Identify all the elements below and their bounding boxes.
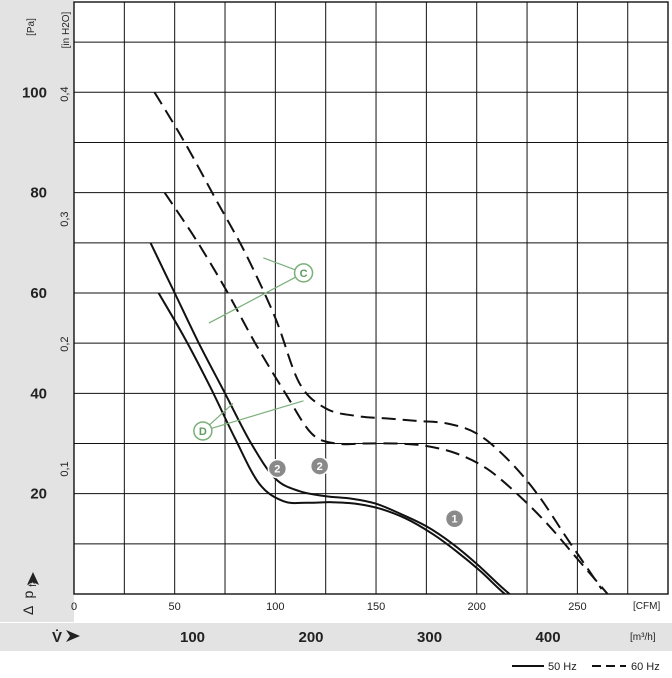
callouts [202,257,304,432]
marker-circle [309,456,330,476]
m3h-tick-label: 300 [417,629,442,646]
legend-label-60hz: 60 Hz [631,661,660,673]
callout-line-c [208,272,304,324]
marker-label: C [300,268,308,280]
marker-c-3: C [293,263,314,283]
series-line-1 [149,242,511,594]
pa-tick-label: 20 [30,486,47,503]
callout-line-d [202,400,304,432]
marker-circle [293,263,314,283]
y-axis-title: Δ p fa [20,578,39,615]
m3h-unit-label: [m³/h] [630,632,656,643]
marker-2-2: 2 [309,456,330,476]
cfm-tick-label: 150 [367,601,385,613]
marker-label: 2 [274,464,280,476]
pa-tick-label: 80 [30,185,47,202]
marker-label: 1 [452,514,458,526]
cfm-tick-label: 100 [266,601,284,613]
inh2o-unit-label: [in H2O] [61,11,72,48]
inh2o-tick-label: 0,4 [59,86,71,101]
marker-label: 2 [317,461,323,473]
inh2o-tick-label: 0,3 [59,211,71,226]
cfm-tick-label: 0 [71,601,77,613]
plot-frame [73,1,669,595]
cfm-tick-label: 200 [468,601,486,613]
series-line-3 [153,91,603,590]
axis-labels: [Pa] [in H2O] [CFM] [m³/h] Δ p fa V̇ [20,11,660,646]
cfm-unit-label: [CFM] [633,601,660,612]
m3h-tick-label: 100 [180,629,205,646]
y-axis-gutter [0,0,74,622]
pa-tick-label: 40 [30,385,47,402]
marker-label: D [199,426,207,438]
inh2o-tick-label: 0,2 [59,336,71,351]
delta-symbol: Δ [20,606,36,615]
m3h-axis-band [0,623,672,651]
series-line-4 [163,192,609,594]
pa-tick-label: 60 [30,285,47,302]
legend: 50 Hz 60 Hz [512,661,660,673]
curve-markers: 1 2 2 C D [193,263,465,529]
curves [149,91,609,594]
grid [73,1,669,595]
x-axis-arrow-icon [66,630,80,642]
m3h-tick-label: 400 [536,629,561,646]
marker-circle [193,421,213,441]
legend-label-50hz: 50 Hz [548,661,577,673]
y-axis-arrow-icon [27,572,39,585]
marker-1-0: 1 [444,508,465,529]
marker-circle [444,508,465,529]
pa-tick-label: 100 [22,84,47,101]
marker-circle [267,458,288,479]
marker-d-4: D [193,421,213,441]
pa-unit-label: [Pa] [26,18,37,36]
cfm-tick-label: 50 [169,601,181,613]
pressure-symbol: p [20,591,36,599]
series-line-2 [157,292,507,594]
cfm-tick-label: 250 [568,601,586,613]
pressure-subscript: fa [28,578,39,587]
x-axis-title: V̇ [52,629,62,646]
svg-text:Δ p fa: Δ p fa [20,578,39,615]
m3h-tick-label: 200 [299,629,324,646]
marker-2-1: 2 [267,458,288,479]
tick-labels: 0 50 100 150 200 250 100 200 300 400 20 40 60 80 100 0,… [22,84,587,646]
inh2o-tick-label: 0,1 [59,461,71,476]
